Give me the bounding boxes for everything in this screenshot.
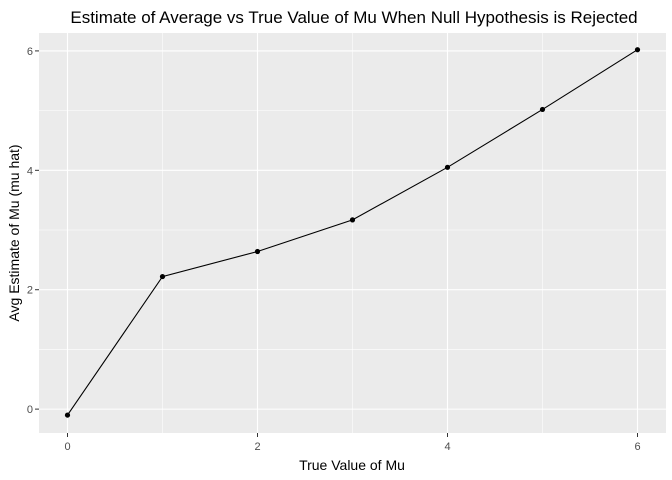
y-axis: 0 2 4 6	[27, 46, 39, 416]
x-axis-title: True Value of Mu	[299, 457, 405, 473]
y-axis-title: Avg Estimate of Mu (mu hat)	[6, 144, 22, 321]
y-tick-label: 6	[27, 46, 33, 58]
data-point	[254, 248, 261, 255]
data-point	[634, 47, 641, 53]
major-gridlines	[39, 33, 666, 433]
y-tick-label: 2	[27, 285, 33, 297]
x-tick-label: 4	[444, 441, 450, 453]
y-tick-label: 4	[27, 165, 33, 177]
y-tick-label: 0	[27, 404, 33, 416]
x-tick-label: 6	[634, 441, 640, 453]
x-tick-label: 0	[64, 441, 70, 453]
series-layer	[64, 47, 641, 418]
data-point	[444, 164, 451, 170]
chart-title: Estimate of Average vs True Value of Mu …	[70, 8, 637, 27]
data-point	[159, 273, 166, 280]
data-point	[349, 217, 356, 223]
x-tick-label: 2	[254, 441, 260, 453]
data-point	[64, 412, 71, 418]
minor-gridlines	[39, 33, 666, 433]
data-point	[539, 106, 546, 113]
x-axis: 0 2 4 6	[64, 433, 641, 453]
